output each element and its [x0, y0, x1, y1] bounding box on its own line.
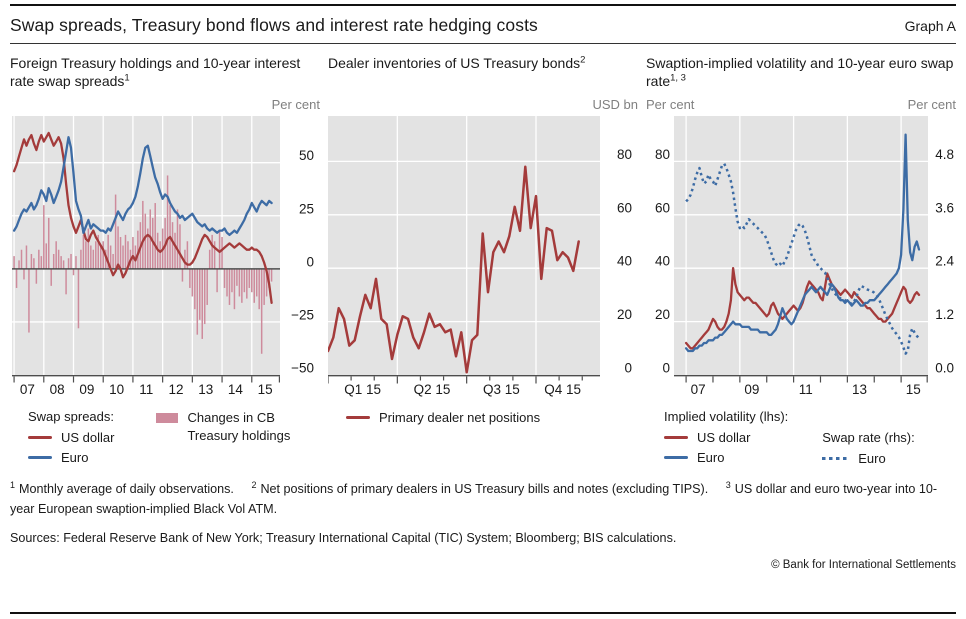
panel2-units: USD bn — [328, 97, 638, 114]
panel1-units: Per cent — [10, 97, 320, 114]
svg-text:11: 11 — [139, 382, 153, 397]
svg-text:80: 80 — [617, 147, 632, 162]
blue-line-swatch — [28, 456, 52, 460]
legend-header: Implied volatility (lhs): — [664, 409, 789, 424]
svg-text:1.2: 1.2 — [935, 307, 954, 322]
unit-left-label: Per cent — [646, 97, 695, 112]
legend-item: Euro — [822, 450, 914, 468]
bottom-rule — [10, 612, 956, 614]
panel1-title: Foreign Treasury holdings and 10-year in… — [10, 55, 301, 90]
svg-text:15: 15 — [258, 382, 273, 397]
legend-item: Primary dealer net positions — [346, 409, 540, 427]
legend-header: Swap rate (rhs): — [822, 430, 915, 445]
svg-text:15: 15 — [906, 382, 921, 397]
svg-text:09: 09 — [744, 382, 759, 397]
panel3-title: Swaption-implied volatility and 10-year … — [646, 55, 954, 90]
chart-swaption-volatility: 07 09 11 13 15 4.8 3.6 2.4 1.2 0.0 80 60 40 20 0 — [655, 116, 954, 397]
pink-box-swatch — [156, 413, 179, 423]
svg-text:12: 12 — [168, 382, 183, 397]
svg-text:09: 09 — [79, 382, 94, 397]
top-rule — [10, 4, 956, 6]
svg-text:Q3 15: Q3 15 — [483, 382, 520, 397]
svg-text:0: 0 — [306, 254, 314, 269]
footnote-marker: 1 — [124, 72, 130, 84]
svg-text:2.4: 2.4 — [935, 254, 954, 269]
legend-item: US dollar — [28, 429, 114, 447]
graph-label: Graph A — [904, 18, 956, 34]
svg-text:0: 0 — [624, 361, 632, 376]
svg-text:13: 13 — [198, 382, 213, 397]
svg-text:25: 25 — [299, 201, 314, 216]
legend-item: Euro — [28, 449, 114, 467]
svg-text:80: 80 — [655, 147, 670, 162]
svg-text:60: 60 — [617, 200, 632, 215]
footnotes: 1 Monthly average of daily observations. … — [10, 480, 938, 516]
svg-text:07: 07 — [691, 382, 706, 397]
footnote-marker: 1, 3 — [670, 72, 686, 84]
panel-swaption-volatility: Swaption-implied volatility and 10-year … — [646, 54, 956, 467]
svg-text:20: 20 — [655, 307, 670, 322]
svg-text:11: 11 — [799, 382, 813, 397]
panels-row: Foreign Treasury holdings and 10-year in… — [10, 54, 956, 467]
svg-text:0: 0 — [662, 361, 670, 376]
svg-text:60: 60 — [655, 200, 670, 215]
footnote-marker: 2 — [580, 54, 586, 66]
unit-right-label: USD bn — [592, 97, 638, 112]
unit-right-label: Per cent — [271, 97, 320, 112]
svg-text:Q2 15: Q2 15 — [414, 382, 451, 397]
svg-text:4.8: 4.8 — [935, 147, 954, 162]
chart-swap-spreads-holdings: 07 08 09 10 11 12 13 14 15 50 25 0 −25 −50 — [12, 116, 314, 397]
svg-text:14: 14 — [228, 382, 244, 397]
svg-text:0.0: 0.0 — [935, 361, 954, 376]
legend-item: US dollar — [664, 429, 788, 447]
red-line-swatch — [346, 416, 370, 420]
blue-line-swatch — [664, 456, 688, 460]
svg-text:−50: −50 — [291, 361, 314, 376]
red-line-swatch — [28, 435, 52, 439]
svg-text:−25: −25 — [291, 307, 314, 322]
panel-dealer-inventories: Dealer inventories of US Treasury bonds2… — [326, 54, 638, 467]
red-line-swatch — [664, 435, 688, 439]
copyright-notice: © Bank for International Settlements — [771, 559, 956, 572]
svg-text:07: 07 — [20, 382, 35, 397]
svg-text:50: 50 — [299, 148, 314, 163]
svg-text:20: 20 — [617, 307, 632, 322]
chart-dealer-inventories: Q1 15 Q2 15 Q3 15 Q4 15 80 60 40 20 0 — [326, 116, 632, 397]
svg-text:Q4 15: Q4 15 — [544, 382, 581, 397]
svg-text:3.6: 3.6 — [935, 200, 954, 215]
blue-dotted-line-swatch — [822, 456, 850, 460]
unit-right-label: Per cent — [907, 97, 956, 112]
panel3-legend: Implied volatility (lhs): US dollar Euro… — [646, 406, 956, 467]
panel-treasury-holdings: Foreign Treasury holdings and 10-year in… — [10, 54, 320, 467]
panel2-title: Dealer inventories of US Treasury bonds2 — [328, 54, 586, 71]
svg-text:40: 40 — [655, 254, 670, 269]
legend-item: Changes in CB Treasury holdings — [156, 409, 291, 444]
svg-text:Q1 15: Q1 15 — [344, 382, 381, 397]
legend-item: Euro — [664, 449, 788, 467]
sources-line: Sources: Federal Reserve Bank of New Yor… — [10, 531, 677, 546]
svg-text:13: 13 — [852, 382, 867, 397]
header: Swap spreads, Treasury bond flows and in… — [10, 6, 956, 44]
svg-text:08: 08 — [50, 382, 65, 397]
svg-text:10: 10 — [109, 382, 124, 397]
panel2-legend: Primary dealer net positions — [328, 406, 638, 427]
svg-text:40: 40 — [617, 254, 632, 269]
panel1-legend: Swap spreads: US dollar Euro Changes in … — [10, 406, 320, 467]
page-title: Swap spreads, Treasury bond flows and in… — [10, 15, 538, 35]
legend-header: Swap spreads: — [28, 409, 114, 424]
panel3-units: Per cent Per cent — [646, 97, 956, 114]
